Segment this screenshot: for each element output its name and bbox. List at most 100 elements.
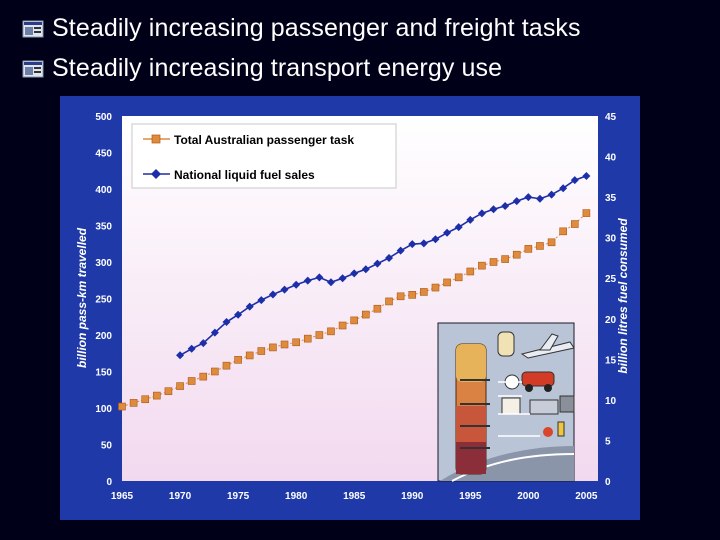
x-tick-label: 1980	[285, 491, 308, 502]
passenger-point	[164, 387, 173, 396]
passenger-point	[350, 316, 358, 325]
passenger-point	[129, 399, 138, 407]
fuel-point	[176, 351, 185, 360]
passenger-point	[524, 245, 533, 253]
passenger-point	[431, 283, 440, 292]
passenger-point	[501, 255, 509, 263]
fuel-point	[257, 296, 266, 305]
passenger-point	[199, 372, 208, 381]
y-tick-label: 50	[101, 441, 113, 452]
fuel-point	[477, 209, 486, 218]
passenger-point	[582, 209, 591, 217]
fuel-point	[535, 194, 544, 203]
fuel-point	[385, 253, 394, 262]
fuel-point	[454, 223, 463, 232]
passenger-point	[141, 395, 150, 404]
x-tick-label: 1975	[227, 491, 250, 502]
y2-axis-title: billion litres fuel consumed	[616, 218, 630, 374]
y-axis-title: billion pass-km travelled	[75, 227, 89, 368]
passenger-point	[257, 347, 266, 355]
passenger-point	[512, 250, 521, 259]
x-tick-label: 1965	[111, 491, 134, 502]
right-axis: 0 5 10 15 20 25 30 35 40 45	[605, 112, 617, 488]
y-tick-label: 300	[95, 258, 112, 269]
legend-box	[131, 123, 397, 189]
fuel-point	[245, 302, 254, 311]
passenger-point	[396, 292, 405, 301]
fuel-point	[350, 269, 359, 278]
y2-tick-label: 25	[605, 274, 617, 285]
y-tick-label: 350	[95, 222, 112, 233]
fuel-point	[222, 318, 231, 327]
fuel-point	[292, 280, 301, 289]
bullet-text: Steadily increasing transport energy use	[52, 54, 503, 82]
passenger-point	[536, 242, 544, 250]
passenger-point	[315, 331, 324, 339]
y-tick-label: 100	[95, 404, 112, 415]
fuel-point	[303, 276, 312, 285]
y-tick-label: 200	[95, 331, 112, 342]
passenger-point	[466, 267, 475, 276]
fuel-point	[466, 215, 475, 224]
fuel-point	[315, 273, 324, 282]
y2-tick-label: 5	[605, 436, 611, 447]
passenger-point	[269, 343, 277, 352]
x-tick-label: 1990	[401, 491, 424, 502]
passenger-point	[373, 304, 382, 313]
fuel-series	[176, 172, 591, 360]
y-tick-label: 400	[95, 185, 112, 196]
passenger-point	[570, 220, 579, 228]
passenger-point	[245, 351, 254, 360]
passenger-point	[362, 310, 370, 319]
left-axis: 0 50 100 150 200 250 300 350 400 450 500	[95, 112, 112, 488]
bullet-item: Steadily increasing transport energy use	[22, 54, 502, 83]
y2-tick-label: 40	[605, 153, 617, 164]
passenger-point	[443, 278, 451, 287]
fuel-point	[408, 240, 417, 249]
y-tick-label: 0	[106, 477, 112, 488]
y2-tick-label: 35	[605, 193, 617, 204]
y2-tick-label: 45	[605, 112, 617, 123]
passenger-point	[280, 340, 289, 349]
slide-bullet-icon	[22, 60, 44, 77]
y-tick-label: 250	[95, 295, 112, 306]
passenger-series	[118, 209, 591, 411]
passenger-point	[222, 361, 231, 370]
passenger-point	[489, 258, 498, 266]
passenger-point	[408, 291, 417, 299]
bullet-item: Steadily increasing passenger and freigh…	[22, 14, 581, 43]
fuel-point	[512, 197, 521, 206]
passenger-point	[338, 321, 347, 330]
fuel-point	[501, 202, 510, 211]
passenger-point	[211, 367, 219, 376]
legend: Total Australian passenger task National…	[131, 123, 397, 189]
fuel-point	[524, 193, 533, 202]
y-tick-label: 150	[95, 368, 112, 379]
fuel-point	[489, 205, 498, 214]
transport-illustration	[437, 322, 575, 482]
y2-tick-label: 10	[605, 396, 617, 407]
fuel-point	[443, 228, 452, 237]
legend-label-fuel: National liquid fuel sales	[174, 168, 315, 182]
chart-svg: 0 50 100 150 200 250 300 350 400 450 500 0 5 10 15 20 2…	[60, 96, 640, 520]
fuel-point	[396, 246, 405, 255]
legend-marker-fuel	[151, 169, 161, 179]
passenger-point	[454, 273, 463, 282]
passenger-point	[118, 402, 126, 411]
passenger-point	[327, 327, 335, 336]
fuel-point	[582, 172, 591, 181]
x-tick-label: 2005	[575, 491, 598, 502]
chart: 0 50 100 150 200 250 300 350 400 450 500 0 5 10 15 20 2…	[60, 96, 640, 520]
y-tick-label: 500	[95, 112, 112, 123]
fuel-point	[431, 235, 440, 244]
passenger-point	[559, 227, 567, 236]
passenger-point	[153, 391, 161, 400]
y-tick-label: 450	[95, 149, 112, 160]
y2-tick-label: 15	[605, 355, 617, 366]
passenger-point	[292, 338, 300, 347]
y2-tick-label: 0	[605, 477, 611, 488]
fuel-point	[210, 328, 219, 337]
slide-bullet-icon	[22, 20, 44, 37]
bullet-text: Steadily increasing passenger and freigh…	[52, 14, 581, 42]
y2-tick-label: 30	[605, 234, 617, 245]
